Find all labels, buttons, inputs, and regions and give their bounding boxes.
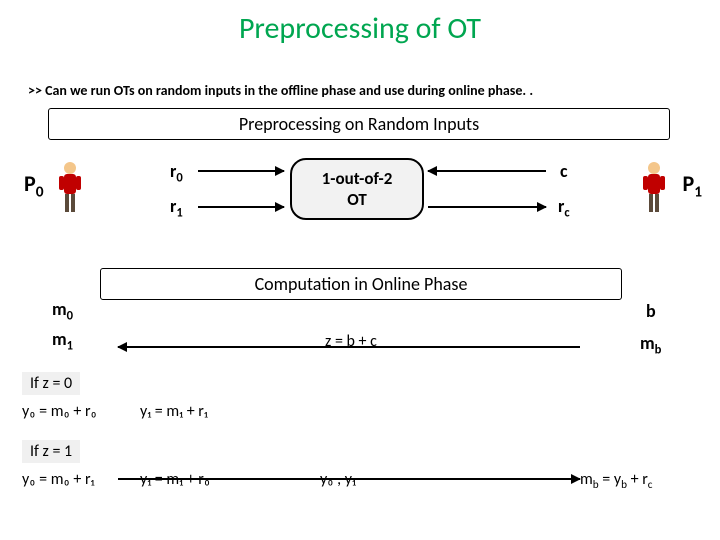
- p1-sub: 1: [694, 182, 702, 201]
- label-r0: r0: [170, 160, 183, 186]
- label-r1: r1: [170, 195, 183, 221]
- person-icon-p0: [56, 160, 84, 216]
- eq-y0-case0: y₀ = m₀ + r₀: [22, 402, 97, 421]
- section-online: Computation in Online Phase: [100, 268, 622, 300]
- case-if-z1: If z = 1: [22, 440, 80, 463]
- p0-sub: 0: [36, 182, 44, 201]
- ot-line1: 1-out-of-2: [292, 168, 422, 189]
- ot-box: 1-out-of-2 OT: [290, 158, 424, 220]
- arrow-z-send: [118, 346, 580, 348]
- party-p0-label: P0: [24, 170, 44, 201]
- arrow-ot-to-rc: [428, 206, 546, 208]
- section-preprocess: Preprocessing on Random Inputs: [48, 108, 670, 140]
- arrow-y-send: [118, 478, 580, 480]
- person-icon-p1: [640, 160, 668, 216]
- prompt-text: >> Can we run OTs on random inputs in th…: [28, 82, 533, 99]
- slide: Preprocessing of OT >> Can we run OTs on…: [0, 0, 720, 540]
- arrow-r1-to-ot: [198, 206, 284, 208]
- arrow-r0-to-ot: [198, 170, 284, 172]
- case-if-z0: If z = 0: [22, 372, 80, 395]
- eq-y1-case0: y₁ = m₁ + r₁: [140, 402, 208, 421]
- p0-base: P: [24, 170, 36, 197]
- label-mb: mb: [640, 332, 661, 358]
- eq-y0-case1: y₀ = m₀ + r₁: [22, 470, 94, 489]
- equation-z: z = b + c: [325, 332, 377, 351]
- arrow-c-to-ot: [428, 170, 546, 172]
- slide-title: Preprocessing of OT: [0, 10, 720, 47]
- label-m0: m0: [52, 298, 73, 324]
- label-m1: m1: [52, 328, 73, 354]
- ot-line2: OT: [292, 189, 422, 210]
- p1-base: P: [682, 170, 694, 197]
- party-p1-label: P1: [682, 170, 702, 201]
- label-rc: rc: [558, 195, 570, 221]
- result-mb: mb = yb + rc: [580, 470, 653, 492]
- label-c: c: [560, 160, 568, 182]
- label-b: b: [646, 300, 656, 322]
